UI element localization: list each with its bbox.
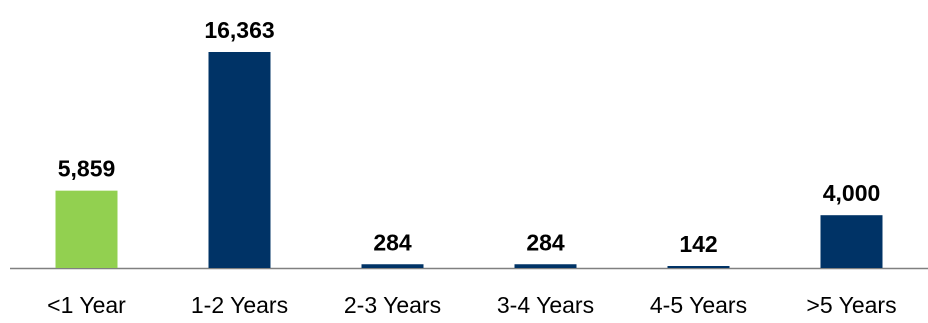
x-tick-label-5: >5 Years (806, 292, 896, 318)
bar-5 (820, 215, 883, 268)
data-label-2: 284 (373, 229, 412, 255)
bar-1 (208, 52, 271, 268)
data-label-1: 16,363 (204, 17, 274, 43)
bar-2 (361, 264, 424, 268)
data-label-5: 4,000 (823, 180, 881, 206)
data-label-0: 5,859 (58, 156, 116, 182)
x-tick-label-0: <1 Year (47, 292, 126, 318)
x-tick-label-4: 4-5 Years (650, 292, 747, 318)
x-tick-label-2: 2-3 Years (344, 292, 441, 318)
x-tick-label-3: 3-4 Years (497, 292, 594, 318)
bar-3 (514, 264, 577, 268)
data-label-3: 284 (526, 229, 565, 255)
x-tick-label-1: 1-2 Years (191, 292, 288, 318)
bar-0 (55, 190, 118, 268)
data-label-4: 142 (679, 231, 717, 257)
bar-4 (667, 266, 730, 268)
